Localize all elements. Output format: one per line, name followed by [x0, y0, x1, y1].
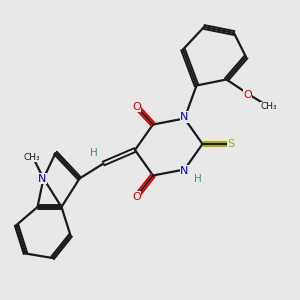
Text: O: O — [132, 191, 141, 202]
Text: CH₃: CH₃ — [23, 153, 40, 162]
Text: N: N — [180, 166, 189, 176]
Text: H: H — [194, 173, 202, 184]
Text: CH₃: CH₃ — [260, 102, 277, 111]
Text: O: O — [132, 101, 141, 112]
Text: O: O — [243, 89, 252, 100]
Text: N: N — [38, 173, 46, 184]
Text: N: N — [180, 112, 189, 122]
Text: H: H — [90, 148, 98, 158]
Text: S: S — [227, 139, 235, 149]
